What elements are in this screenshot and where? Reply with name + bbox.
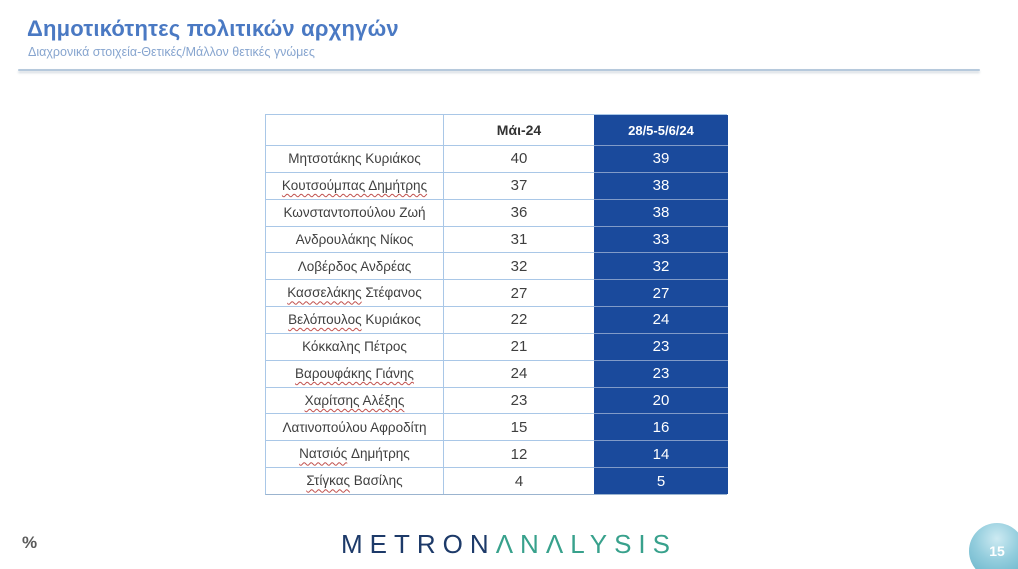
- may24-value-cell: 31: [443, 225, 594, 253]
- current-wave-value-cell: 5: [594, 467, 728, 494]
- table-header-row: Μάι-24 28/5-5/6/24: [266, 115, 728, 145]
- current-wave-value-cell: 20: [594, 386, 728, 414]
- table-row: Βαρουφάκης Γιάνης 24 23: [266, 359, 728, 387]
- header-empty-cell: [266, 115, 443, 145]
- header-may24-cell: Μάι-24: [443, 115, 594, 145]
- leader-name-cell: Ανδρουλάκης Νίκος: [266, 225, 443, 253]
- table-row: Λατινοπούλου Αφροδίτη 15 16: [266, 413, 728, 441]
- may24-value-cell: 12: [443, 440, 594, 468]
- popularity-table: Μάι-24 28/5-5/6/24 Μητσοτάκης Κυριάκος 40…: [265, 114, 728, 495]
- leader-name-cell: Βελόπουλος Κυριάκος: [266, 306, 443, 333]
- table-row: Λοβέρδος Ανδρέας 32 32: [266, 252, 728, 280]
- leader-name-cell: Λατινοπούλου Αφροδίτη: [266, 413, 443, 440]
- leader-name-cell: Βαρουφάκης Γιάνης: [266, 359, 443, 387]
- may24-value-cell: 32: [443, 252, 594, 280]
- may24-value-cell: 37: [443, 171, 594, 199]
- may24-value-cell: 21: [443, 332, 594, 360]
- current-wave-value-cell: 38: [594, 171, 728, 199]
- current-wave-value-cell: 23: [594, 359, 728, 387]
- current-wave-value-cell: 38: [594, 198, 728, 226]
- leader-name-cell: Μητσοτάκης Κυριάκος: [266, 145, 443, 172]
- table-row: Στίγκας Βασίλης 4 5: [266, 467, 728, 494]
- table-row: Νατσιός Δημήτρης 12 14: [266, 440, 728, 468]
- metron-analysis-logo: METRONΛNΛLYSIS: [0, 529, 1018, 560]
- current-wave-value-cell: 23: [594, 332, 728, 360]
- title-divider: [18, 69, 980, 71]
- table-row: Χαρίτσης Αλέξης 23 20: [266, 386, 728, 414]
- table-row: Μητσοτάκης Κυριάκος 40 39: [266, 145, 728, 172]
- leader-name-cell: Κουτσούμπας Δημήτρης: [266, 171, 443, 199]
- table-row: Βελόπουλος Κυριάκος 22 24: [266, 306, 728, 333]
- leader-name-cell: Χαρίτσης Αλέξης: [266, 386, 443, 414]
- leader-name-cell: Νατσιός Δημήτρης: [266, 440, 443, 467]
- logo-text-analysis: ΛNΛLYSIS: [495, 529, 677, 559]
- table-row: Ανδρουλάκης Νίκος 31 33: [266, 225, 728, 253]
- table-row: Κωνσταντοπούλου Ζωή 36 38: [266, 198, 728, 226]
- header-current-wave-cell: 28/5-5/6/24: [594, 115, 728, 145]
- may24-value-cell: 23: [443, 386, 594, 414]
- table-row: Κασσελάκης Στέφανος 27 27: [266, 279, 728, 307]
- table-body: Μητσοτάκης Κυριάκος 40 39 Κουτσούμπας Δημήτ…: [266, 145, 728, 494]
- current-wave-value-cell: 33: [594, 225, 728, 253]
- leader-name-cell: Λοβέρδος Ανδρέας: [266, 252, 443, 279]
- may24-value-cell: 40: [443, 145, 594, 172]
- may24-value-cell: 15: [443, 413, 594, 441]
- may24-value-cell: 24: [443, 359, 594, 387]
- table-row: Κόκκαλης Πέτρος 21 23: [266, 332, 728, 360]
- leader-name-cell: Κασσελάκης Στέφανος: [266, 279, 443, 306]
- page-number: 15: [989, 543, 1005, 559]
- may24-value-cell: 4: [443, 467, 594, 494]
- current-wave-value-cell: 14: [594, 440, 728, 468]
- current-wave-value-cell: 16: [594, 413, 728, 441]
- page-title: Δημοτικότητες πολιτικών αρχηγών: [27, 16, 399, 41]
- logo-text-metron: METRON: [341, 529, 496, 559]
- percent-unit-label: %: [22, 533, 38, 552]
- leader-name-cell: Κόκκαλης Πέτρος: [266, 332, 443, 360]
- leader-name-cell: Στίγκας Βασίλης: [266, 467, 443, 494]
- page-number-badge: 15: [969, 523, 1018, 569]
- current-wave-value-cell: 32: [594, 252, 728, 280]
- may24-value-cell: 27: [443, 279, 594, 307]
- leader-name-cell: Κωνσταντοπούλου Ζωή: [266, 198, 443, 226]
- current-wave-value-cell: 27: [594, 279, 728, 307]
- current-wave-value-cell: 24: [594, 306, 728, 333]
- may24-value-cell: 22: [443, 306, 594, 333]
- current-wave-value-cell: 39: [594, 145, 728, 172]
- may24-value-cell: 36: [443, 198, 594, 226]
- table-row: Κουτσούμπας Δημήτρης 37 38: [266, 171, 728, 199]
- page-subtitle: Διαχρονικά στοιχεία-Θετικές/Μάλλον θετικ…: [28, 45, 315, 59]
